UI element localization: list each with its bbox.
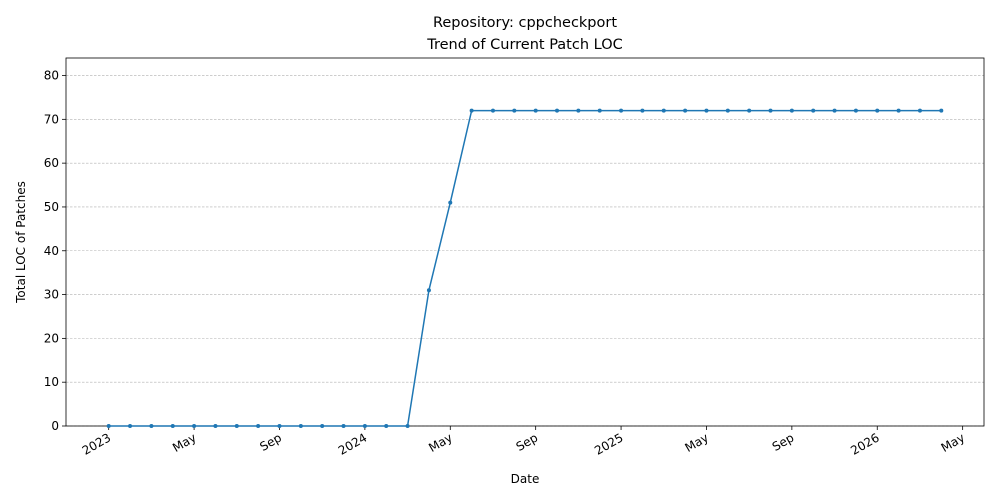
- data-point: [533, 108, 538, 113]
- data-point: [917, 108, 922, 113]
- data-point: [811, 108, 816, 113]
- y-tick-label: 50: [44, 200, 59, 214]
- data-point: [555, 108, 560, 113]
- x-tick-label: 2026: [848, 430, 881, 457]
- data-point: [853, 108, 858, 113]
- data-point: [661, 108, 666, 113]
- data-point: [256, 424, 261, 428]
- data-point: [768, 108, 773, 113]
- data-point: [362, 424, 367, 428]
- data-point: [106, 424, 111, 428]
- x-tick-label: May: [426, 430, 454, 455]
- data-point: [896, 108, 901, 113]
- y-tick-label: 10: [44, 375, 59, 389]
- data-point: [512, 108, 517, 113]
- data-point: [597, 108, 602, 113]
- x-tick-label: 2024: [336, 430, 369, 457]
- data-point: [341, 424, 346, 428]
- data-point: [704, 108, 709, 113]
- data-point: [213, 424, 218, 428]
- y-tick-label: 20: [44, 331, 59, 345]
- y-tick-label: 40: [44, 244, 59, 258]
- x-tick-label: May: [170, 430, 198, 455]
- data-point: [939, 108, 944, 113]
- data-point: [170, 424, 175, 428]
- data-line: [108, 109, 942, 427]
- x-tick-label: Sep: [257, 430, 284, 453]
- data-point: [128, 424, 133, 428]
- data-point: [576, 108, 581, 113]
- y-tick-label: 70: [44, 112, 59, 126]
- chart-subtitle: Trend of Current Patch LOC: [426, 37, 622, 53]
- y-tick-label: 80: [44, 69, 59, 83]
- data-point: [725, 108, 730, 113]
- data-point: [619, 108, 624, 113]
- data-point: [448, 200, 453, 205]
- y-tick-label: 60: [44, 156, 59, 170]
- data-point: [875, 108, 880, 113]
- x-tick-label: 2023: [80, 430, 113, 457]
- x-tick-label: Sep: [514, 430, 541, 453]
- data-point: [149, 424, 154, 428]
- y-tick-label: 30: [44, 288, 59, 302]
- data-point: [192, 424, 197, 428]
- data-point: [469, 108, 474, 113]
- data-point: [384, 424, 389, 428]
- chart-title: Repository: cppcheckport: [433, 15, 617, 31]
- data-point: [277, 424, 282, 428]
- data-point: [832, 108, 837, 113]
- data-point: [234, 424, 239, 428]
- data-point: [490, 108, 495, 113]
- y-axis-label: Total LOC of Patches: [14, 181, 28, 304]
- data-point: [640, 108, 645, 113]
- data-point: [789, 108, 794, 113]
- data-point: [405, 424, 410, 428]
- y-tick-label: 0: [51, 419, 59, 433]
- x-tick-label: 2025: [592, 430, 625, 457]
- data-point: [320, 424, 325, 428]
- x-tick-label: May: [682, 430, 710, 455]
- data-point: [683, 108, 688, 113]
- x-tick-label: May: [939, 430, 967, 455]
- data-point: [747, 108, 752, 113]
- plot-frame: [65, 57, 985, 427]
- data-point: [298, 424, 303, 428]
- x-axis-label: Date: [511, 472, 540, 486]
- data-point: [426, 288, 431, 293]
- x-tick-label: Sep: [770, 430, 797, 453]
